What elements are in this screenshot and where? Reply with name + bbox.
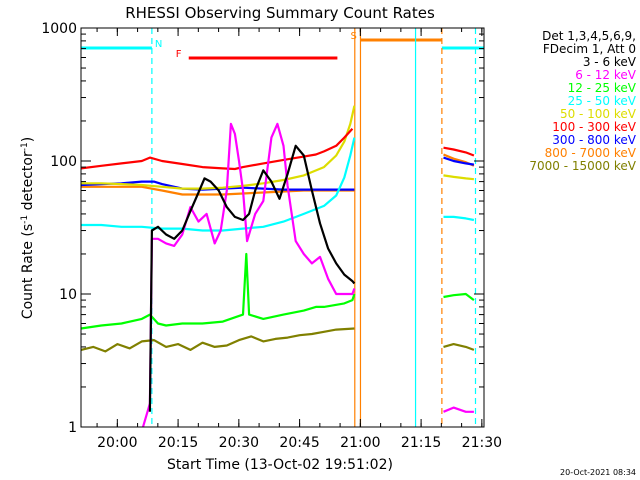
x-tick-label-6: 21:30 <box>462 435 502 451</box>
flag-label-n: N <box>155 39 162 50</box>
y-axis-label-mid: detector <box>20 151 36 215</box>
flag-label-s: S <box>350 31 356 42</box>
footer-date: 20-Oct-2021 08:34 <box>560 468 636 477</box>
y-tick-label-2: 100 <box>50 154 77 170</box>
series-line-12-25-kev <box>80 252 356 330</box>
y-axis-label-sup2: -1 <box>20 142 30 151</box>
chart-title: RHESSI Observing Summary Count Rates <box>125 4 435 22</box>
x-tick-label-0: 20:00 <box>97 435 137 451</box>
series-line-after-gap-12-25-kev <box>443 292 475 301</box>
legend-entry-25-50-kev: 25 - 50 keV <box>568 94 637 108</box>
series-line-6-12-kev <box>141 122 356 428</box>
y-axis-label-sup1: -1 <box>20 215 30 224</box>
y-tick-label-1: 10 <box>59 287 77 303</box>
series-line-7000-15000-kev <box>80 327 355 353</box>
series-lines <box>80 105 475 428</box>
legend-entry-6-12-kev: 6 - 12 keV <box>575 68 637 82</box>
event-lines <box>151 28 477 427</box>
series-line-25-50-kev <box>81 137 356 232</box>
legend-entry-50-100-kev: 50 - 100 keV <box>560 107 637 121</box>
legend-entry-12-25-kev: 12 - 25 keV <box>568 81 637 95</box>
series-line-after-gap-25-50-kev <box>443 215 475 222</box>
series-line-after-gap-100-300-kev <box>443 146 475 157</box>
plot-axes <box>80 27 485 428</box>
y-ticks: 1 10 100 1000 <box>41 21 484 436</box>
x-tick-label-5: 21:15 <box>401 435 441 451</box>
x-tick-label-3: 20:45 <box>279 435 319 451</box>
legend-entry-300-800-kev: 300 - 800 keV <box>552 133 636 147</box>
y-axis-label: Count Rate (s-1 detector-1) <box>20 137 36 319</box>
x-ticks: 20:00 20:15 20:30 20:45 21:00 21:15 21:30 <box>96 28 502 451</box>
x-axis-label: Start Time (13-Oct-02 19:51:02) <box>167 457 393 473</box>
y-axis-label-main: Count Rate (s <box>20 224 36 319</box>
legend-entry-100-300-kev: 100 - 300 keV <box>552 120 636 134</box>
y-axis-label-end: ) <box>20 137 36 142</box>
legend-header-line1: Det 1,3,4,5,6,9, <box>542 29 636 43</box>
y-tick-label-3: 1000 <box>41 21 77 37</box>
series-line-after-gap-6-12-kev <box>443 406 474 413</box>
legend: Det 1,3,4,5,6,9, FDecim 1, Att 0 3 - 6 k… <box>529 29 636 173</box>
series-line-after-gap-50-100-kev <box>443 174 475 181</box>
flag-bars: N F S <box>81 31 484 60</box>
legend-entry-3-6-kev: 3 - 6 keV <box>583 55 637 69</box>
series-line-3-6-kev <box>148 144 356 412</box>
x-tick-label-2: 20:30 <box>219 435 259 451</box>
legend-entry-800-7000-kev: 800 - 7000 keV <box>545 146 637 160</box>
legend-entry-7000-15000-kev: 7000 - 15000 keV <box>529 159 636 173</box>
legend-header-line2: FDecim 1, Att 0 <box>543 42 636 56</box>
flag-label-f: F <box>176 49 182 60</box>
x-tick-label-1: 20:15 <box>158 435 198 451</box>
series-line-after-gap-300-800-kev <box>443 156 475 166</box>
x-tick-label-4: 21:00 <box>340 435 380 451</box>
series-line-after-gap-7000-15000-kev <box>443 343 475 351</box>
plot-frame <box>80 27 485 428</box>
series-line-100-300-kev <box>80 127 354 171</box>
y-tick-label-0: 1 <box>68 420 77 436</box>
